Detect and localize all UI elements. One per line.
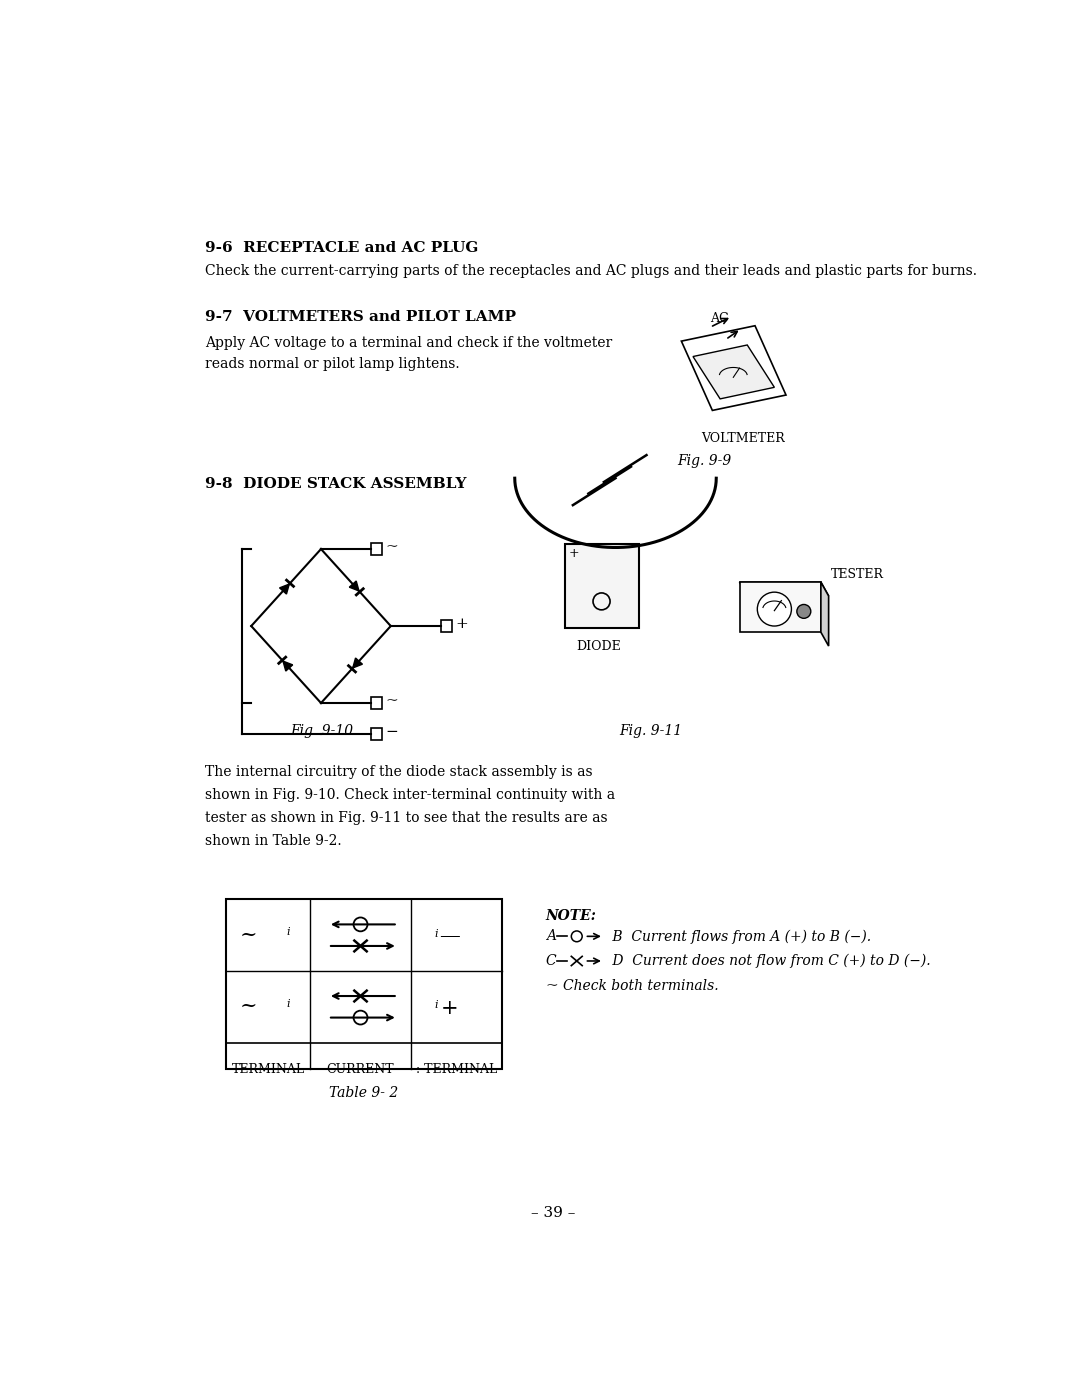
Text: DIODE: DIODE <box>577 639 621 653</box>
Text: −: − <box>386 725 399 739</box>
Bar <box>441 620 451 632</box>
Circle shape <box>757 592 792 625</box>
Text: VOLTMETER: VOLTMETER <box>701 432 784 445</box>
Text: Check the current-carrying parts of the receptacles and AC plugs and their leads: Check the current-carrying parts of the … <box>205 264 976 278</box>
Text: Apply AC voltage to a terminal and check if the voltmeter: Apply AC voltage to a terminal and check… <box>205 336 612 350</box>
Text: 9-7  VOLTMETERS and PILOT LAMP: 9-7 VOLTMETERS and PILOT LAMP <box>205 311 516 325</box>
Polygon shape <box>280 585 289 595</box>
Text: Table 9- 2: Table 9- 2 <box>329 1086 399 1100</box>
Text: Check both terminals.: Check both terminals. <box>563 979 718 993</box>
Text: C: C <box>545 954 556 968</box>
Text: 9-8  DIODE STACK ASSEMBLY: 9-8 DIODE STACK ASSEMBLY <box>205 477 467 491</box>
Text: : TERMINAL: : TERMINAL <box>416 1063 497 1076</box>
Text: NOTE:: NOTE: <box>545 909 596 923</box>
Text: Fig. 9-9: Fig. 9-9 <box>677 455 732 469</box>
Text: i: i <box>434 1000 437 1010</box>
Bar <box>227 900 501 1069</box>
Text: D  Current does not flow from C (+) to D (−).: D Current does not flow from C (+) to D … <box>608 954 930 968</box>
Bar <box>565 544 638 628</box>
Bar <box>372 697 382 709</box>
Bar <box>372 727 382 740</box>
Polygon shape <box>283 662 293 672</box>
Circle shape <box>797 604 811 618</box>
Text: +: + <box>441 999 459 1018</box>
Text: TERMINAL: TERMINAL <box>232 1063 305 1076</box>
Text: tester as shown in Fig. 9-11 to see that the results are as: tester as shown in Fig. 9-11 to see that… <box>205 811 607 825</box>
Text: —: — <box>440 928 460 946</box>
Text: ~: ~ <box>545 979 558 993</box>
Text: Fig. 9-11: Fig. 9-11 <box>619 723 683 737</box>
Text: Fig. 9-10: Fig. 9-10 <box>291 723 353 737</box>
Text: 9-6  RECEPTACLE and AC PLUG: 9-6 RECEPTACLE and AC PLUG <box>205 241 478 255</box>
Text: B  Current flows from A (+) to B (−).: B Current flows from A (+) to B (−). <box>608 929 870 943</box>
Polygon shape <box>349 581 359 590</box>
Text: TESTER: TESTER <box>831 568 883 581</box>
Text: A: A <box>545 929 556 943</box>
Polygon shape <box>821 582 828 646</box>
Text: i: i <box>434 929 437 939</box>
Text: AC: AC <box>710 312 729 325</box>
Text: shown in Table 9-2.: shown in Table 9-2. <box>205 834 341 848</box>
Text: shown in Fig. 9-10. Check inter-terminal continuity with a: shown in Fig. 9-10. Check inter-terminal… <box>205 788 615 802</box>
Text: i: i <box>287 928 291 937</box>
Text: i: i <box>287 999 291 1009</box>
Text: +: + <box>569 547 580 561</box>
Text: ~: ~ <box>240 926 257 944</box>
Text: ~: ~ <box>240 997 257 1016</box>
Polygon shape <box>740 582 821 632</box>
Text: – 39 –: – 39 – <box>531 1206 576 1220</box>
Polygon shape <box>693 346 774 399</box>
Text: The internal circuitry of the diode stack assembly is as: The internal circuitry of the diode stac… <box>205 765 592 779</box>
Text: reads normal or pilot lamp lightens.: reads normal or pilot lamp lightens. <box>205 357 459 371</box>
Bar <box>372 543 382 555</box>
Text: ~: ~ <box>386 694 399 708</box>
Polygon shape <box>353 658 363 667</box>
Text: +: + <box>455 617 468 631</box>
Polygon shape <box>740 582 828 596</box>
Text: ~: ~ <box>386 540 399 554</box>
Text: CURRENT: CURRENT <box>327 1063 394 1076</box>
